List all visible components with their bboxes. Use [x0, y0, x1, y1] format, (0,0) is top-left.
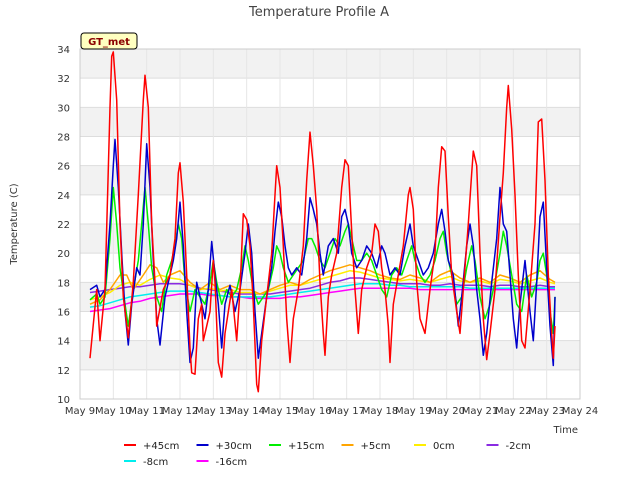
y-axis-label: Temperature (C)	[9, 183, 20, 265]
series-layer	[89, 51, 556, 393]
x-tick-label: May 22	[495, 406, 532, 417]
badge-box	[80, 32, 138, 50]
y-tick-label: 26	[57, 162, 70, 173]
y-tick-label: 28	[57, 133, 70, 144]
x-tick-label: May 13	[195, 406, 232, 417]
y-tick-label: 30	[57, 103, 70, 114]
x-tick-label: May 20	[428, 406, 465, 417]
y-tick-label: 32	[57, 74, 70, 85]
x-tick-label: May 15	[262, 406, 299, 417]
chart-title: Temperature Profile A	[248, 5, 389, 20]
plot-frame	[79, 48, 581, 400]
badge-text: GT_met	[88, 37, 130, 48]
legend-label: +15cm	[288, 441, 324, 452]
y-tick-label: 10	[57, 395, 70, 406]
background-bands	[80, 49, 580, 370]
x-tick-label: May 21	[462, 406, 499, 417]
y-axis-ticks: 10 12 14 16 18 20 22 24 26 28 30 32 34	[57, 45, 70, 406]
x-tick-label: May 16	[295, 406, 332, 417]
legend: +45cm +30cm +15cm +5cm 0cm -2cm -8cm -16cm	[124, 441, 531, 468]
station-badge: GT_met	[80, 32, 138, 50]
background-band	[80, 165, 580, 195]
legend-label: +45cm	[143, 441, 179, 452]
y-tick-label: 18	[57, 278, 70, 289]
y-tick-label: 14	[57, 337, 70, 348]
series-line-5cm	[89, 264, 556, 305]
y-tick-label: 34	[57, 45, 70, 56]
x-tick-label: May 17	[328, 406, 365, 417]
x-tick-label: May 18	[362, 406, 399, 417]
background-band	[80, 107, 580, 137]
x-tick-label: May 10	[95, 406, 132, 417]
x-axis-label: Time	[553, 425, 578, 436]
series-line-45cm	[89, 51, 556, 393]
legend-label: 0cm	[433, 441, 455, 452]
legend-label: -8cm	[143, 457, 168, 468]
x-tick-label: May 19	[395, 406, 432, 417]
legend-label: +30cm	[216, 441, 252, 452]
background-band	[80, 340, 580, 370]
x-tick-label: May 12	[162, 406, 199, 417]
series-line-30cm	[89, 138, 556, 367]
x-tick-label: May 9	[65, 406, 95, 417]
x-tick-label: May 23	[528, 406, 565, 417]
y-tick-label: 24	[57, 191, 70, 202]
x-tick-label: May 14	[228, 406, 265, 417]
y-tick-label: 12	[57, 366, 70, 377]
y-tick-label: 20	[57, 249, 70, 260]
x-tick-label: May 11	[128, 406, 165, 417]
y-tick-label: 16	[57, 308, 70, 319]
legend-label: +5cm	[361, 441, 391, 452]
legend-label: -16cm	[216, 457, 248, 468]
legend-label: -2cm	[506, 441, 531, 452]
x-tick-label: May 24	[562, 406, 599, 417]
background-band	[80, 49, 580, 79]
y-tick-label: 22	[57, 220, 70, 231]
